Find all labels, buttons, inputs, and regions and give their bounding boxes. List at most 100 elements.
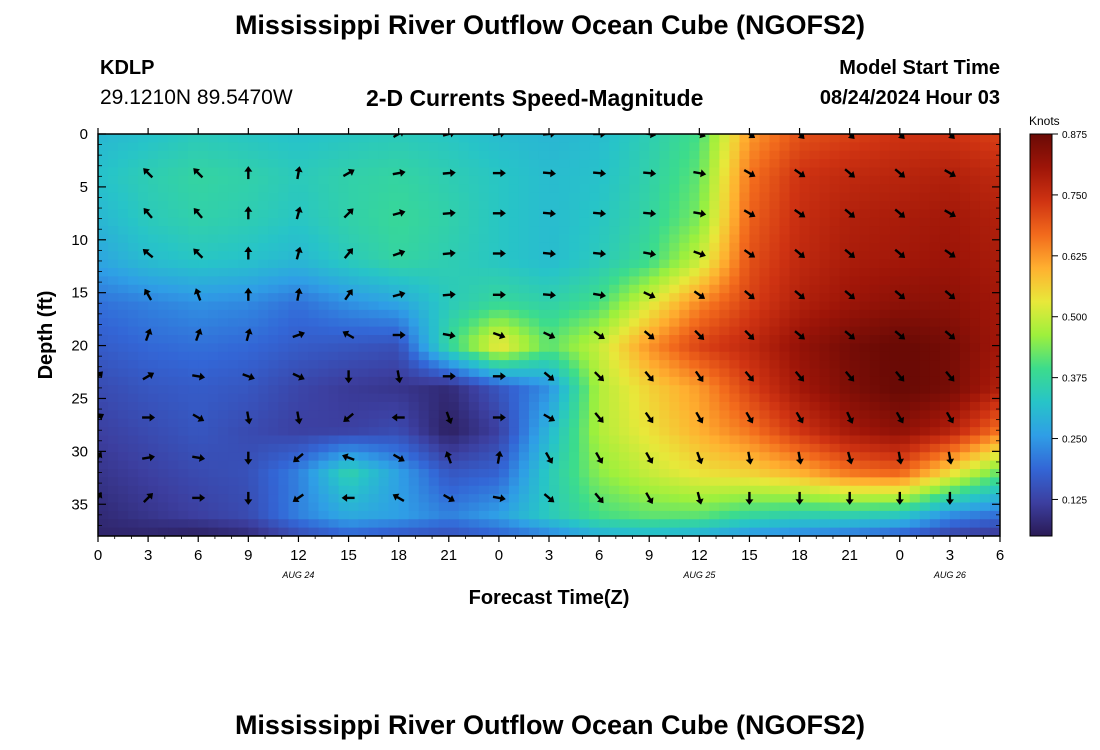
heatmap-cell	[869, 443, 881, 453]
heatmap-cell	[809, 443, 821, 453]
heatmap-cell	[468, 368, 480, 378]
heatmap-cell	[799, 477, 811, 487]
heatmap-cell	[779, 234, 791, 244]
heatmap-cell	[448, 184, 460, 194]
heatmap-cell	[118, 167, 129, 177]
heatmap-cell	[549, 410, 560, 420]
heatmap-cell	[398, 234, 410, 244]
heatmap-cell	[188, 443, 199, 453]
heatmap-cell	[178, 293, 189, 303]
heatmap-cell	[468, 452, 480, 462]
heatmap-cell	[669, 301, 680, 311]
heatmap-cell	[659, 343, 670, 353]
heatmap-cell	[408, 134, 420, 143]
heatmap-cell	[889, 301, 901, 311]
heatmap-cell	[148, 351, 159, 361]
heatmap-cell	[128, 293, 139, 303]
heatmap-cell	[128, 510, 139, 520]
current-arrow	[192, 413, 205, 422]
heatmap-cell	[909, 418, 921, 428]
heatmap-cell	[979, 519, 991, 529]
heatmap-cell	[348, 301, 360, 311]
heatmap-cell	[849, 360, 861, 370]
heatmap-cell	[398, 402, 410, 411]
heatmap-cell	[508, 410, 520, 420]
heatmap-cell	[689, 427, 700, 437]
heatmap-cell	[719, 477, 730, 487]
heatmap-cell	[739, 309, 751, 319]
heatmap-cell	[148, 418, 159, 428]
heatmap-cell	[278, 301, 290, 311]
heatmap-cell	[408, 142, 420, 152]
heatmap-cell	[528, 234, 540, 244]
heatmap-cell	[398, 226, 410, 236]
heatmap-cell	[619, 150, 630, 160]
heatmap-cell	[208, 234, 219, 244]
heatmap-cell	[839, 402, 851, 411]
heatmap-cell	[729, 443, 741, 453]
heatmap-cell	[909, 284, 921, 294]
heatmap-cell	[108, 142, 119, 152]
heatmap-cell	[829, 494, 841, 504]
heatmap-cell	[338, 184, 350, 194]
heatmap-cell	[629, 142, 640, 152]
heatmap-cell	[418, 418, 430, 428]
heatmap-cell	[789, 201, 801, 210]
heatmap-cell	[869, 510, 881, 520]
heatmap-cell	[549, 251, 560, 261]
heatmap-cell	[378, 469, 390, 478]
heatmap-cell	[128, 217, 139, 227]
heatmap-cell	[378, 460, 390, 470]
heatmap-cell	[699, 293, 710, 303]
x-tick-label: 6	[595, 547, 603, 564]
heatmap-cell	[759, 443, 771, 453]
heatmap-cell	[518, 134, 530, 143]
heatmap-cell	[829, 351, 841, 361]
heatmap-cell	[378, 251, 390, 261]
heatmap-cell	[278, 460, 290, 470]
heatmap-cell	[839, 175, 851, 185]
heatmap-cell	[498, 376, 510, 386]
heatmap-cell	[488, 385, 500, 395]
heatmap-cell	[669, 527, 680, 536]
heatmap-cell	[98, 184, 109, 194]
heatmap-cell	[168, 192, 179, 202]
heatmap-cell	[679, 301, 690, 311]
heatmap-cell	[649, 242, 660, 252]
heatmap-cell	[819, 427, 831, 437]
heatmap-cell	[929, 184, 941, 194]
heatmap-cell	[669, 284, 680, 294]
chart-subtitle: 2-D Currents Speed-Magnitude	[366, 85, 704, 111]
heatmap-cell	[679, 418, 690, 428]
heatmap-cell	[478, 184, 490, 194]
heatmap-cell	[769, 309, 781, 319]
heatmap-cell	[649, 234, 660, 244]
heatmap-cell	[298, 519, 310, 529]
heatmap-cell	[699, 326, 710, 336]
heatmap-cell	[288, 284, 300, 294]
heatmap-cell	[749, 142, 761, 152]
heatmap-cell	[268, 217, 279, 227]
heatmap-cell	[849, 443, 861, 453]
heatmap-cell	[98, 351, 109, 361]
heatmap-cell	[378, 326, 390, 336]
heatmap-cell	[979, 418, 991, 428]
heatmap-cell	[949, 360, 961, 370]
heatmap-cell	[709, 343, 720, 353]
heatmap-cell	[278, 452, 290, 462]
heatmap-cell	[799, 402, 811, 411]
heatmap-cell	[158, 209, 169, 219]
heatmap-cell	[398, 268, 410, 277]
heatmap-cell	[458, 376, 470, 386]
heatmap-cell	[348, 410, 360, 420]
heatmap-cell	[649, 376, 660, 386]
heatmap-cell	[298, 494, 310, 504]
heatmap-cell	[188, 435, 199, 445]
heatmap-cell	[859, 284, 871, 294]
heatmap-cell	[228, 469, 239, 478]
heatmap-cell	[168, 443, 179, 453]
heatmap-cell	[789, 343, 801, 353]
heatmap-cell	[328, 376, 340, 386]
heatmap-cell	[899, 435, 911, 445]
heatmap-cell	[909, 175, 921, 185]
